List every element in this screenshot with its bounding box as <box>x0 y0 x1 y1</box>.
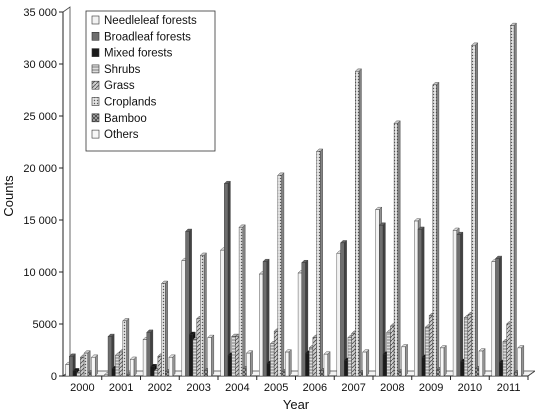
legend-box <box>85 10 216 152</box>
legend-label: Broadleaf forests <box>104 31 191 43</box>
bar <box>199 252 207 377</box>
x-tick-label: 2010 <box>458 382 482 394</box>
bar <box>340 239 348 377</box>
bar <box>439 345 447 377</box>
bar <box>456 231 464 377</box>
bar <box>238 224 246 377</box>
x-tick-label: 2004 <box>225 382 249 394</box>
legend-label: Grass <box>104 80 135 92</box>
legend-swatch <box>91 31 100 41</box>
legend-item: Croplands <box>91 97 157 109</box>
x-axis-title: Year <box>283 397 310 412</box>
x-tick-label: 2002 <box>148 382 172 394</box>
bar <box>417 226 425 377</box>
x-tick-label: 2008 <box>380 382 404 394</box>
legend-label: Needleleaf forests <box>104 15 197 27</box>
legend-item: Shrubs <box>91 64 141 76</box>
bar <box>509 22 517 377</box>
bar <box>378 222 386 377</box>
legend-item: Needleleaf forests <box>91 15 197 27</box>
legend-item: Mixed forests <box>91 48 173 60</box>
y-axis: 0 5000 10 000 15 000 20 000 25 000 30 000 35 00… <box>23 7 63 383</box>
bar <box>478 348 486 377</box>
legend-swatch <box>91 15 100 25</box>
x-tick-label: 2011 <box>497 382 521 394</box>
bar <box>393 120 401 377</box>
bar <box>90 354 99 377</box>
y-tick-label: 30 000 <box>23 59 57 71</box>
legend: Needleleaf forests Broadleaf forests Mixed… <box>85 10 216 152</box>
floor-edge <box>527 370 535 377</box>
y-tick-label: 25 000 <box>23 111 57 123</box>
bar <box>83 350 91 377</box>
bar <box>471 42 479 377</box>
legend-swatch <box>91 113 100 123</box>
bar <box>122 317 130 377</box>
legend-label: Shrubs <box>104 64 141 76</box>
bar <box>517 345 525 377</box>
y-tick-label: 20 000 <box>23 163 57 175</box>
y-tick-label: 10 000 <box>23 267 57 279</box>
left-wall <box>62 6 71 377</box>
bar <box>316 148 324 377</box>
bar <box>277 172 285 377</box>
x-tick-label: 2005 <box>264 382 288 394</box>
bar <box>362 349 370 377</box>
bar <box>146 329 154 377</box>
bar <box>284 349 292 377</box>
y-tick-label: 5000 <box>33 319 57 331</box>
y-tick-label: 15 000 <box>23 215 57 227</box>
legend-swatch <box>91 129 100 139</box>
legend-item: Grass <box>91 80 135 92</box>
legend-label: Others <box>104 129 139 141</box>
x-tick-label: 2006 <box>303 382 327 394</box>
legend-label: Mixed forests <box>104 48 173 60</box>
bar <box>168 354 176 377</box>
bar <box>432 81 440 377</box>
x-tick-label: 2000 <box>70 382 94 394</box>
bar <box>223 180 231 377</box>
legend-swatch <box>91 80 100 90</box>
legend-swatch <box>91 64 100 74</box>
bar <box>400 343 409 377</box>
bar <box>129 356 137 377</box>
legend-item: Bamboo <box>91 113 147 125</box>
bar <box>245 350 254 377</box>
legend-label: Bamboo <box>104 113 147 125</box>
bar <box>495 255 503 377</box>
bars-group <box>65 22 525 377</box>
x-tick-label: 2003 <box>186 382 210 394</box>
legend-swatch <box>91 48 100 57</box>
legend-item: Broadleaf forests <box>91 31 191 43</box>
bar <box>262 258 270 377</box>
legend-swatch <box>91 97 100 106</box>
legend-label: Croplands <box>104 97 157 109</box>
bar <box>354 68 362 377</box>
bar <box>323 351 331 377</box>
x-tick-label: 2009 <box>419 382 443 394</box>
x-tick-label: 2007 <box>341 382 365 394</box>
y-tick-label: 0 <box>51 371 57 383</box>
x-tick-label: 2001 <box>109 382 133 394</box>
bar <box>107 333 115 377</box>
bar <box>301 259 309 377</box>
y-axis-title: Counts <box>1 175 16 217</box>
bar <box>161 280 169 377</box>
y-tick-label: 35 000 <box>23 7 57 19</box>
bar <box>207 334 215 377</box>
legend-item: Others <box>91 129 139 141</box>
x-axis: 2000 2001 2002 2003 2004 2005 2006 2007 2008 2009… <box>70 376 529 394</box>
